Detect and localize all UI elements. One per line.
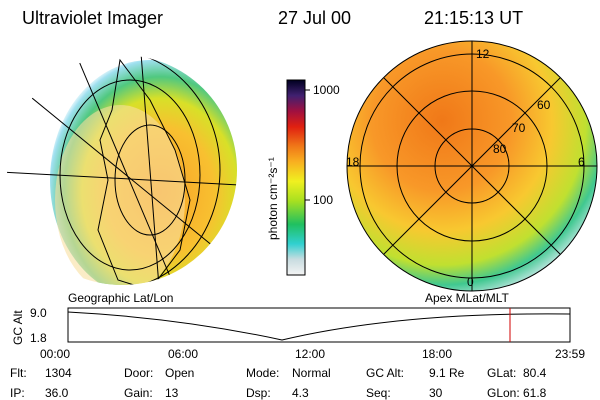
colorbar-tick: 100 xyxy=(313,193,333,207)
x-tick-label: 00:00 xyxy=(40,347,70,361)
status-value: 30 xyxy=(429,386,443,400)
status-value: 9.1 Re xyxy=(429,366,465,380)
mlt-label: 0 xyxy=(467,275,474,289)
lat-label: 70 xyxy=(512,121,526,135)
status-value: 1304 xyxy=(45,366,72,380)
status-label: Door: xyxy=(124,366,153,380)
title: Ultraviolet Imager xyxy=(22,8,163,28)
status-value: 61.8 xyxy=(523,386,547,400)
y-axis-label: GC Alt xyxy=(11,310,25,345)
lat-label: 60 xyxy=(537,98,551,112)
mlt-label: 6 xyxy=(578,155,585,169)
status-label: Gain: xyxy=(124,386,153,400)
right-map: 12 18 6 0 60 70 80 xyxy=(346,40,598,292)
colorbar-label: photon cm⁻²s⁻¹ xyxy=(266,157,280,240)
status-value: 13 xyxy=(165,386,179,400)
mlt-label: 18 xyxy=(346,155,360,169)
time: 21:15:13 UT xyxy=(424,8,523,28)
left-caption: Geographic Lat/Lon xyxy=(68,291,173,305)
status-value: 36.0 xyxy=(45,386,69,400)
lat-label: 80 xyxy=(493,142,507,156)
y-tick-label: 9.0 xyxy=(30,306,47,320)
status-value: Open xyxy=(165,366,194,380)
x-tick-label: 18:00 xyxy=(422,347,452,361)
orbit-plot: GC Alt 9.0 1.8 00:00 06:00 12:00 18:00 2… xyxy=(11,306,585,361)
status-value: Normal xyxy=(292,366,331,380)
status-label: Flt: xyxy=(10,366,27,380)
mlt-label: 12 xyxy=(476,47,490,61)
x-tick-label: 23:59 xyxy=(555,347,585,361)
colorbar-tick: 1000 xyxy=(313,83,340,97)
status-label: GLat: xyxy=(487,366,516,380)
status-label: GC Alt: xyxy=(366,366,404,380)
status-value: 80.4 xyxy=(523,366,547,380)
status-value: 4.3 xyxy=(292,386,309,400)
status-label: Mode: xyxy=(246,366,279,380)
left-map xyxy=(7,55,237,285)
x-tick-label: 06:00 xyxy=(168,347,198,361)
status-panel: Flt: 1304 Door: Open Mode: Normal GC Alt: 9.1 R… xyxy=(10,366,547,400)
status-label: Seq: xyxy=(366,386,391,400)
y-tick-label: 1.8 xyxy=(30,331,47,345)
date: 27 Jul 00 xyxy=(278,8,351,28)
status-label: GLon: xyxy=(487,386,520,400)
status-label: IP: xyxy=(10,386,25,400)
right-caption: Apex MLat/MLT xyxy=(425,291,509,305)
colorbar: 1000 100 photon cm⁻²s⁻¹ xyxy=(266,79,340,276)
status-label: Dsp: xyxy=(246,386,271,400)
x-tick-label: 12:00 xyxy=(295,347,325,361)
